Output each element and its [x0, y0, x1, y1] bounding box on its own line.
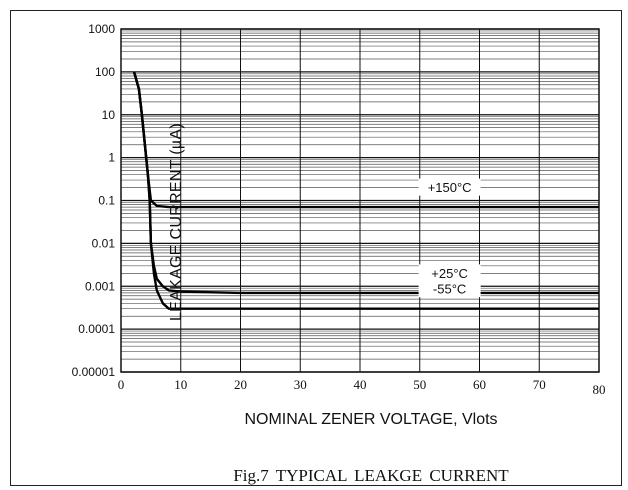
y-tick-label: 0.01 — [92, 236, 116, 250]
series-line — [132, 71, 599, 295]
figure-frame: 0 10 20 30 40 50 60 70 80 1000 100 10 1 0.1 0.01 0.001… — [10, 10, 622, 486]
x-tick-label: 80 — [593, 382, 606, 397]
series-labels: +150°C +25°C-55°C — [418, 178, 481, 298]
figure-caption: Fig.7 TYPICAL LEAKGE CURRENT — [233, 466, 509, 485]
series-label: -55°C — [433, 282, 466, 297]
y-tick-label: 1 — [108, 151, 115, 165]
y-tick-label: 0.1 — [98, 194, 115, 208]
y-tick-label: 0.001 — [85, 279, 115, 293]
series-label-bg — [418, 264, 481, 282]
y-axis-label: LEAKAGE CURRENT (µA) — [168, 122, 185, 322]
x-tick-label: 10 — [174, 377, 187, 392]
y-tick-labels: 1000 100 10 1 0.1 0.01 0.001 0.0001 0.00001 — [72, 22, 116, 379]
series-lines — [132, 71, 599, 310]
y-tick-label: 10 — [102, 108, 116, 122]
chart: 0 10 20 30 40 50 60 70 80 1000 100 10 1 0.1 0.01 0.001… — [72, 22, 606, 397]
x-tick-label: 20 — [234, 377, 247, 392]
x-tick-label: 0 — [118, 377, 125, 392]
series-label: +25°C — [431, 266, 468, 281]
series-label-bg — [418, 178, 481, 196]
x-tick-label: 30 — [294, 377, 307, 392]
x-tick-label: 50 — [413, 377, 426, 392]
series-line — [132, 71, 599, 209]
y-tick-label: 1000 — [88, 22, 115, 36]
plot-border — [120, 28, 600, 373]
x-tick-label: 60 — [473, 377, 486, 392]
x-tick-label: 40 — [354, 377, 367, 392]
x-tick-label: 70 — [533, 377, 546, 392]
x-axis-label: NOMINAL ZENER VOLTAGE, Vlots — [244, 411, 498, 428]
series-label: +150°C — [428, 180, 472, 195]
y-tick-label: 100 — [95, 65, 115, 79]
series-label-bg — [418, 280, 481, 298]
y-tick-label: 0.00001 — [72, 365, 116, 379]
y-tick-label: 0.0001 — [78, 322, 115, 336]
x-tick-labels: 0 10 20 30 40 50 60 70 80 — [118, 377, 606, 397]
series-line — [132, 71, 599, 310]
